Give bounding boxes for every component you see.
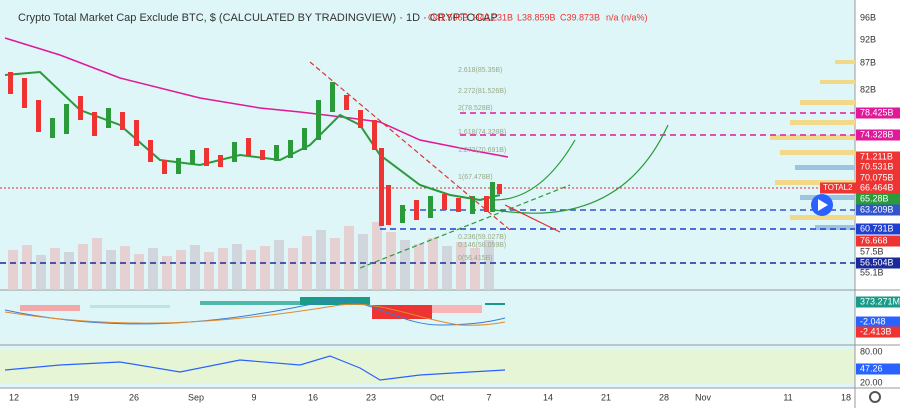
price-tag bbox=[856, 257, 900, 269]
fib-label: 0.236(59.027B) bbox=[458, 234, 506, 241]
header-change: n/a (n/a%) bbox=[606, 12, 648, 22]
rsi-label: 20.00 bbox=[860, 377, 883, 387]
price-label: 57.5B bbox=[860, 246, 884, 256]
time-label: 9 bbox=[251, 392, 256, 402]
rsi-line bbox=[4, 355, 506, 381]
symbol-tag: TOTAL2 bbox=[823, 183, 853, 192]
time-label: 28 bbox=[659, 392, 669, 402]
price-label: 55.1B bbox=[860, 267, 884, 277]
fib-label: 2(78.528B) bbox=[458, 105, 493, 112]
price-label: 71.211B bbox=[860, 151, 893, 161]
ma-slow bbox=[4, 37, 509, 158]
time-label: Sep bbox=[188, 392, 204, 402]
header-close: C39.873B bbox=[560, 12, 600, 22]
price-tag bbox=[856, 204, 900, 216]
price-label: 65.28B bbox=[860, 193, 889, 203]
time-label: 19 bbox=[69, 392, 79, 402]
price-label: 74.328B bbox=[860, 129, 894, 139]
header-open: O41.506B bbox=[428, 12, 469, 22]
price-label: 56.504B bbox=[860, 257, 894, 267]
indicator-label: 373.271M bbox=[860, 296, 900, 306]
price-tag bbox=[856, 235, 900, 247]
levels bbox=[0, 112, 855, 264]
price-label: 82B bbox=[860, 84, 876, 94]
indicator-tag bbox=[856, 326, 900, 338]
time-label: 14 bbox=[543, 392, 553, 402]
volume bbox=[8, 222, 494, 290]
rsi-label: 47.26 bbox=[860, 363, 883, 373]
fib-label: 1.618(74.328B) bbox=[458, 129, 506, 136]
fib-label: 2.618(85.35B) bbox=[458, 67, 502, 74]
price-label: 76.668 bbox=[860, 235, 888, 245]
price-label: 78.425B bbox=[860, 107, 894, 117]
price-label: 70.531B bbox=[860, 161, 894, 171]
time-label: 23 bbox=[366, 392, 376, 402]
time-label: 7 bbox=[486, 392, 491, 402]
symbol-tag-box bbox=[820, 182, 856, 194]
chart-background bbox=[0, 0, 855, 388]
time-label: 16 bbox=[308, 392, 318, 402]
macd bbox=[4, 297, 506, 326]
fib-label: 2.272(81.526B) bbox=[458, 88, 506, 95]
indicator-tag bbox=[856, 296, 900, 308]
rsi-tag bbox=[856, 363, 900, 375]
price-label: 63.209B bbox=[860, 204, 894, 214]
indicator-label: -2.048 bbox=[860, 316, 886, 326]
price-tag bbox=[856, 161, 900, 173]
settings-icon[interactable] bbox=[869, 391, 881, 403]
fib-label: 0.146(58.059B) bbox=[458, 242, 506, 249]
rsi-band bbox=[0, 350, 855, 384]
candles bbox=[8, 72, 502, 226]
price-tag bbox=[856, 107, 900, 119]
time-label: 21 bbox=[601, 392, 611, 402]
fib-label: 1(67.478B) bbox=[458, 174, 493, 181]
time-label: 11 bbox=[783, 392, 792, 402]
price-tag bbox=[856, 182, 900, 194]
time-label: 18 bbox=[841, 392, 851, 402]
rsi-label: 80.00 bbox=[860, 346, 883, 356]
time-label: 26 bbox=[129, 392, 139, 402]
drawings bbox=[309, 61, 833, 269]
price-label: 87B bbox=[860, 57, 876, 67]
time-label: Oct bbox=[430, 392, 445, 402]
header-low: L38.859B bbox=[517, 12, 556, 22]
price-label: 60.731B bbox=[860, 223, 894, 233]
price-tag bbox=[856, 223, 900, 235]
ma-fast bbox=[4, 70, 501, 202]
price-tag bbox=[856, 151, 900, 163]
price-label: 96B bbox=[860, 12, 876, 22]
fib-label: 1.272(70.691B) bbox=[458, 147, 506, 154]
header-high: H42.231B bbox=[473, 12, 513, 22]
time-label: 12 bbox=[9, 392, 19, 402]
price-tag bbox=[856, 193, 900, 205]
price-label: 70.075B bbox=[860, 172, 894, 182]
price-label: 66.464B bbox=[860, 182, 894, 192]
fib-label: 0(56.415B) bbox=[458, 255, 493, 262]
price-tag bbox=[856, 129, 900, 141]
header-title: Crypto Total Market Cap Exclude BTC, $ (… bbox=[18, 12, 498, 24]
indicator-label: -2.413B bbox=[860, 326, 892, 336]
indicator-tag bbox=[856, 316, 900, 328]
time-label: Nov bbox=[695, 392, 712, 402]
price-label: 92B bbox=[860, 34, 876, 44]
price-tag bbox=[856, 172, 900, 184]
